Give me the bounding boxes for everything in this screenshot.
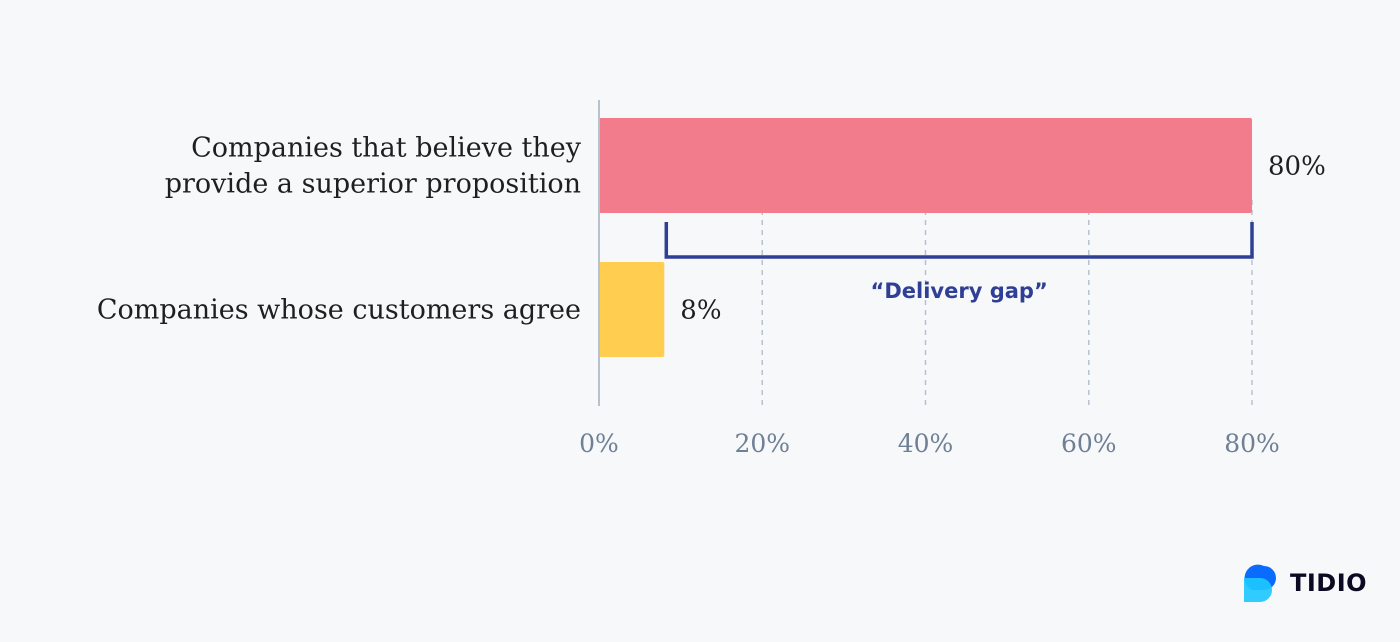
bars [599,118,1252,357]
gap-label: “Delivery gap” [871,279,1048,303]
x-tick-label: 60% [1061,429,1117,458]
tidio-logo-icon [1244,564,1276,602]
category-label: Companies whose customers agree [97,295,581,326]
gridlines [761,200,1253,406]
x-tick-label: 40% [898,429,954,458]
bar [599,118,1252,213]
brand-logo: TIDIO [1240,564,1367,602]
category-label: Companies that believe they [191,133,582,164]
category-labels: Companies that believe they provide a sup… [97,133,582,326]
x-tick-label: 0% [579,429,619,458]
value-label: 80% [1268,152,1326,182]
brand-name: TIDIO [1290,569,1368,597]
x-tick-labels: 0% 20% 40% 60% 80% [579,429,1280,458]
value-label: 8% [680,296,721,326]
x-tick-label: 80% [1224,429,1280,458]
gap-bracket [664,222,1254,259]
category-label: provide a superior proposition [165,169,581,200]
x-tick-label: 20% [734,429,790,458]
bar [599,262,665,357]
value-labels: 80% 8% [680,152,1325,326]
delivery-gap-annotation: “Delivery gap” [664,222,1254,303]
